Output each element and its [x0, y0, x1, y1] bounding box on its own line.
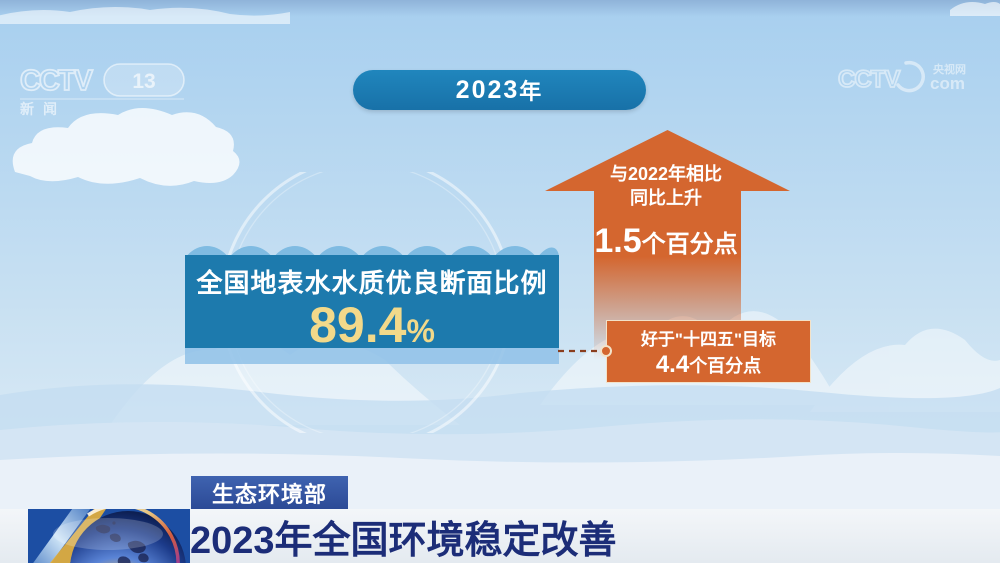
svg-text:13: 13 — [132, 70, 155, 93]
svg-text:CCTV: CCTV — [838, 66, 900, 93]
svg-text:com: com — [930, 74, 965, 93]
svg-text:CCTV: CCTV — [20, 65, 94, 97]
